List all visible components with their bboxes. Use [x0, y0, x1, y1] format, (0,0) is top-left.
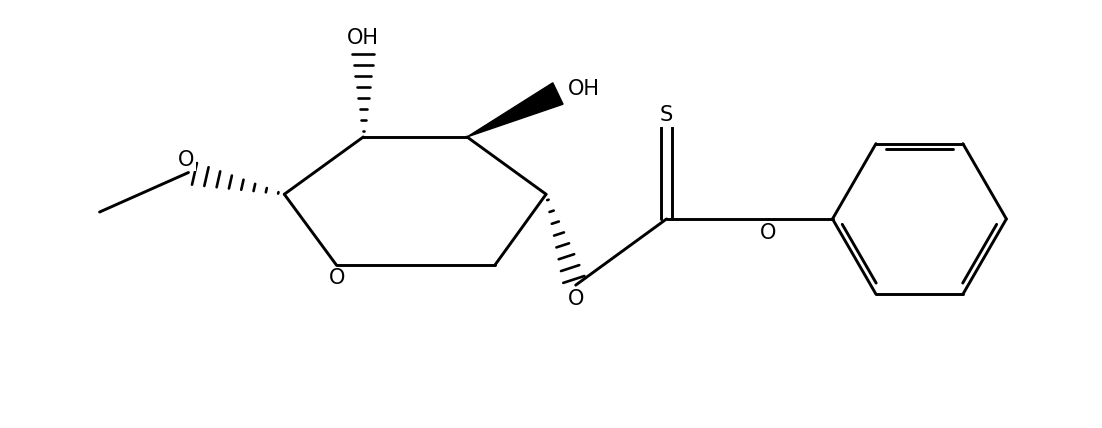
Text: O: O [760, 223, 777, 243]
Text: OH: OH [347, 28, 379, 48]
Text: OH: OH [568, 79, 599, 98]
Text: O: O [328, 268, 345, 288]
Text: S: S [660, 105, 673, 125]
Text: O: O [179, 150, 195, 169]
Text: O: O [568, 289, 584, 309]
Polygon shape [467, 83, 563, 137]
